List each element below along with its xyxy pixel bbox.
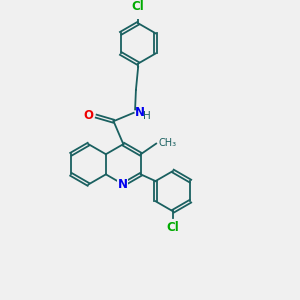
Text: CH₃: CH₃: [158, 138, 176, 148]
Text: O: O: [83, 109, 93, 122]
Text: H: H: [143, 111, 151, 121]
Text: N: N: [135, 106, 145, 119]
Text: N: N: [118, 178, 128, 191]
Text: Cl: Cl: [132, 1, 145, 13]
Text: Cl: Cl: [167, 221, 179, 234]
